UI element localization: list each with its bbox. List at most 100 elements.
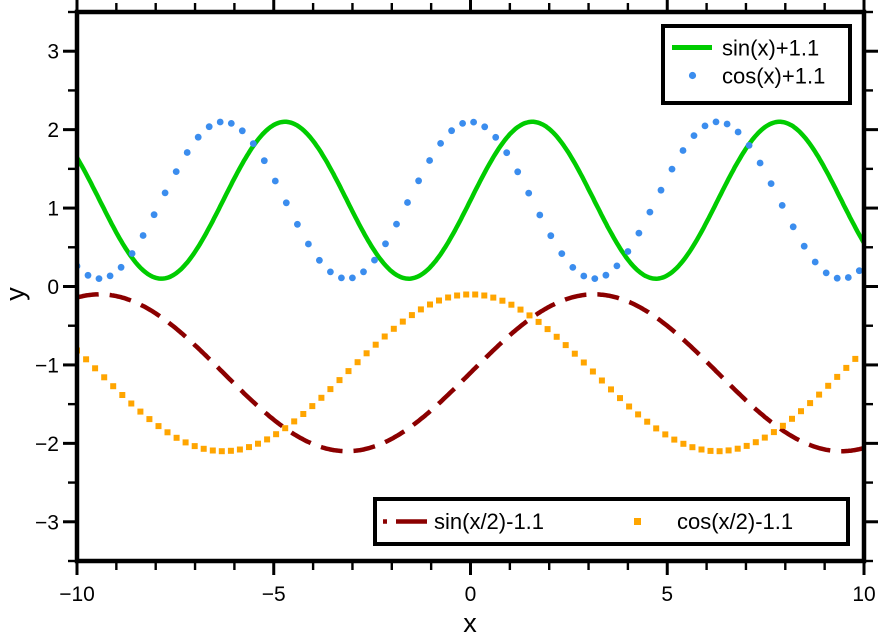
series-marker bbox=[707, 447, 714, 454]
series-marker bbox=[690, 132, 698, 140]
series-marker bbox=[336, 377, 343, 384]
series-marker bbox=[273, 431, 280, 438]
series-marker bbox=[404, 199, 411, 206]
series-marker bbox=[734, 445, 741, 452]
series-marker bbox=[318, 394, 325, 401]
series-marker bbox=[608, 386, 614, 393]
series-marker bbox=[101, 374, 108, 381]
series-marker bbox=[712, 118, 720, 126]
series-marker bbox=[745, 142, 753, 149]
series-marker bbox=[470, 118, 477, 126]
series-marker bbox=[282, 425, 289, 432]
series-marker bbox=[569, 264, 577, 271]
series-marker bbox=[789, 223, 797, 231]
series-marker bbox=[725, 447, 732, 454]
series-marker bbox=[360, 268, 367, 276]
series-marker bbox=[399, 318, 406, 325]
series-marker bbox=[426, 157, 433, 164]
series-marker bbox=[481, 123, 489, 131]
legend-top-right-box bbox=[661, 24, 852, 105]
series-marker bbox=[490, 294, 497, 301]
series-marker bbox=[481, 292, 488, 299]
series-marker bbox=[811, 258, 819, 266]
series-marker bbox=[436, 297, 442, 304]
series-marker bbox=[128, 250, 136, 257]
series-marker bbox=[95, 275, 103, 282]
series-marker bbox=[291, 418, 298, 425]
series-marker bbox=[117, 263, 125, 271]
series-marker bbox=[363, 350, 370, 357]
series-marker bbox=[191, 443, 198, 450]
series-marker bbox=[617, 395, 623, 402]
series-marker bbox=[598, 377, 605, 384]
series-marker bbox=[218, 448, 225, 455]
y-tick-label: −3 bbox=[35, 511, 59, 534]
series-marker bbox=[644, 418, 651, 425]
series-marker bbox=[689, 444, 696, 451]
series-marker bbox=[833, 274, 841, 282]
series-marker bbox=[602, 271, 610, 279]
series-marker bbox=[264, 436, 271, 443]
series-marker bbox=[514, 168, 522, 176]
series-marker bbox=[79, 347, 80, 354]
series-marker bbox=[779, 422, 786, 429]
series-marker bbox=[164, 429, 171, 436]
legend-top-right: sin(x)+1.1 cos(x)+1.1 bbox=[661, 24, 852, 105]
series-marker bbox=[646, 208, 654, 216]
series-marker bbox=[789, 415, 795, 422]
series-marker bbox=[128, 400, 135, 407]
series-marker bbox=[752, 439, 759, 446]
x-axis-label: x bbox=[463, 608, 477, 637]
series-marker bbox=[767, 180, 775, 188]
series-marker bbox=[338, 274, 345, 282]
series-marker bbox=[249, 140, 257, 148]
series-marker bbox=[778, 202, 786, 209]
y-tick-label: 3 bbox=[47, 41, 59, 64]
series-marker bbox=[382, 240, 389, 248]
legend-bottom-box bbox=[373, 497, 850, 546]
series-marker bbox=[635, 411, 642, 418]
y-axis-label: y bbox=[0, 287, 30, 301]
x-tick-label: −5 bbox=[262, 583, 286, 606]
legend-label-cos: cos(x)+1.1 bbox=[722, 64, 825, 89]
series-marker bbox=[327, 268, 334, 276]
series-marker bbox=[137, 408, 144, 415]
series-marker bbox=[653, 425, 660, 432]
series-marker bbox=[427, 301, 433, 308]
series-marker bbox=[354, 359, 361, 366]
x-tick-label: 5 bbox=[661, 583, 673, 606]
y-tick-label: 0 bbox=[47, 276, 59, 299]
series-marker bbox=[662, 431, 669, 438]
series-marker bbox=[671, 436, 678, 443]
x-tick-label: 10 bbox=[852, 583, 875, 606]
series-marker bbox=[544, 326, 551, 333]
series-marker bbox=[589, 368, 596, 375]
series-marker bbox=[437, 140, 444, 147]
series-marker bbox=[855, 267, 862, 275]
series-sin-x-1-1 bbox=[79, 119, 862, 281]
series-marker bbox=[635, 229, 643, 237]
series-marker bbox=[372, 341, 379, 348]
series-marker bbox=[517, 306, 524, 313]
series-marker bbox=[816, 391, 823, 398]
series-marker bbox=[526, 312, 533, 319]
legend-sample-cos-half-square bbox=[634, 518, 641, 525]
series-marker bbox=[182, 439, 189, 446]
series-marker bbox=[282, 199, 290, 207]
series-marker bbox=[173, 434, 180, 441]
series-marker bbox=[553, 333, 560, 340]
legend-label-sin-half: sin(x/2)-1.1 bbox=[434, 509, 544, 534]
series-marker bbox=[844, 274, 852, 281]
series-marker bbox=[525, 189, 533, 197]
series-marker bbox=[454, 292, 461, 299]
series-marker bbox=[723, 120, 731, 128]
series-marker bbox=[209, 447, 216, 454]
series-marker bbox=[613, 262, 621, 270]
series-marker bbox=[327, 386, 334, 393]
series-marker bbox=[591, 275, 599, 282]
y-tick-label: 2 bbox=[47, 119, 59, 142]
series-marker bbox=[798, 408, 804, 415]
